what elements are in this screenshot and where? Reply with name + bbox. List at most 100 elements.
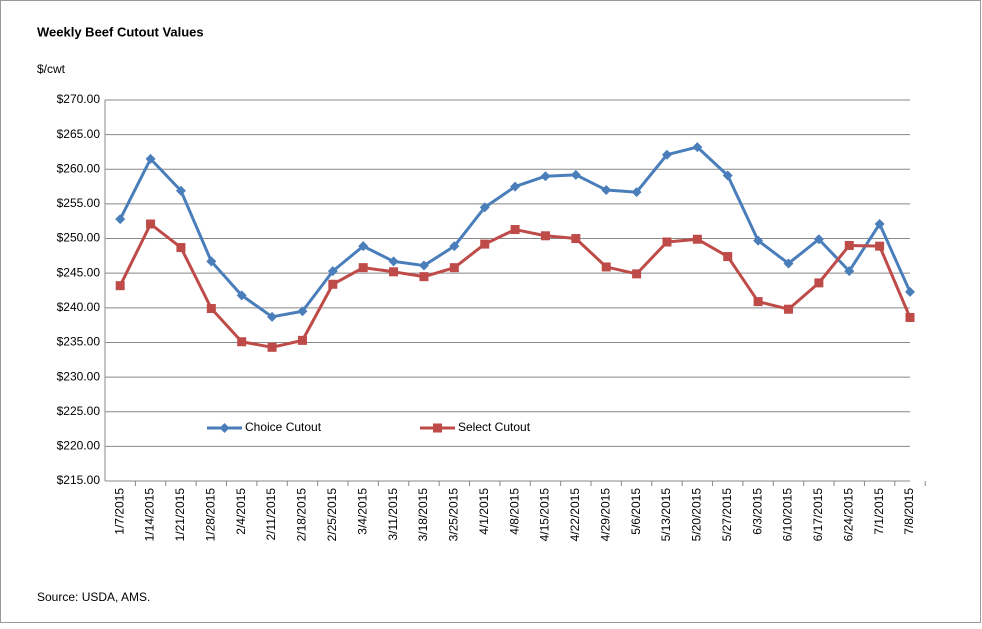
point-marker <box>297 306 308 317</box>
legend-marker <box>433 423 442 433</box>
point-marker <box>905 313 915 323</box>
y-tick-label: $215.00 <box>57 473 101 487</box>
y-tick-label: $225.00 <box>57 404 101 418</box>
point-marker <box>237 337 247 347</box>
legend-label: Select Cutout <box>458 420 531 434</box>
x-tick-label: 2/25/2015 <box>325 488 339 542</box>
x-tick-label: 2/18/2015 <box>295 488 309 542</box>
x-tick-label: 4/15/2015 <box>538 488 552 542</box>
point-marker <box>571 234 581 244</box>
point-marker <box>115 281 125 291</box>
point-marker <box>175 185 186 196</box>
y-tick-label: $270.00 <box>57 92 101 106</box>
y-tick-label: $250.00 <box>57 231 101 245</box>
point-marker <box>844 240 854 250</box>
point-marker <box>692 234 702 244</box>
x-tick-label: 5/13/2015 <box>659 488 673 542</box>
point-marker <box>358 263 368 273</box>
x-tick-label: 5/27/2015 <box>720 488 734 542</box>
x-tick-label: 5/6/2015 <box>629 488 643 535</box>
x-tick-label: 6/10/2015 <box>781 488 795 542</box>
chart-title: Weekly Beef Cutout Values <box>37 24 204 39</box>
y-tick-label: $260.00 <box>57 161 101 175</box>
point-marker <box>662 237 672 247</box>
x-tick-label: 3/11/2015 <box>386 488 400 541</box>
source-note: Source: USDA, AMS. <box>37 590 150 604</box>
point-marker <box>388 256 399 267</box>
point-marker <box>146 219 156 229</box>
x-tick-label: 4/29/2015 <box>598 488 612 542</box>
point-marker <box>632 269 642 279</box>
legend-label: Choice Cutout <box>245 420 322 434</box>
x-tick-label: 1/14/2015 <box>143 488 157 542</box>
point-marker <box>783 304 793 314</box>
point-marker <box>449 241 460 252</box>
x-tick-label: 7/1/2015 <box>872 488 886 535</box>
point-marker <box>783 258 794 269</box>
point-marker <box>905 286 915 297</box>
point-marker <box>570 169 581 180</box>
y-tick-label: $240.00 <box>57 300 101 314</box>
point-marker <box>723 252 733 262</box>
point-marker <box>389 267 399 277</box>
x-tick-label: 6/17/2015 <box>811 488 825 542</box>
x-tick-label: 2/4/2015 <box>234 488 248 535</box>
x-tick-label: 6/3/2015 <box>750 488 764 535</box>
point-marker <box>540 231 550 241</box>
y-tick-label: $245.00 <box>57 265 101 279</box>
point-marker <box>297 335 307 345</box>
y-tick-label: $235.00 <box>57 335 101 349</box>
x-tick-label: 1/7/2015 <box>112 488 126 535</box>
point-marker <box>601 185 612 196</box>
x-tick-label: 4/8/2015 <box>507 488 521 535</box>
legend-marker <box>219 423 230 433</box>
point-marker <box>874 218 885 229</box>
point-marker <box>540 171 551 182</box>
point-marker <box>419 272 429 282</box>
point-marker <box>510 225 520 235</box>
point-marker <box>844 266 855 277</box>
point-marker <box>449 263 459 273</box>
x-tick-label: 5/20/2015 <box>690 488 704 542</box>
point-marker <box>145 153 156 164</box>
point-marker <box>692 142 703 153</box>
x-tick-label: 1/28/2015 <box>203 488 217 542</box>
point-marker <box>753 297 763 307</box>
point-marker <box>327 266 338 277</box>
y-tick-label: $220.00 <box>57 439 101 453</box>
point-marker <box>236 290 247 301</box>
point-marker <box>480 239 490 249</box>
x-tick-label: 3/25/2015 <box>447 488 461 542</box>
point-marker <box>115 214 126 225</box>
point-marker <box>601 262 611 272</box>
x-tick-label: 6/24/2015 <box>841 488 855 542</box>
y-tick-label: $230.00 <box>57 369 101 383</box>
point-marker <box>753 235 764 246</box>
point-marker <box>267 342 277 352</box>
point-marker <box>176 243 186 253</box>
x-tick-label: 3/18/2015 <box>416 488 430 542</box>
point-marker <box>206 256 217 267</box>
point-marker <box>813 234 824 245</box>
point-marker <box>661 149 672 160</box>
point-marker <box>267 311 278 322</box>
point-marker <box>479 202 490 213</box>
x-tick-label: 1/21/2015 <box>173 488 187 542</box>
point-marker <box>418 260 429 271</box>
point-marker <box>631 187 642 198</box>
x-tick-label: 4/1/2015 <box>477 488 491 535</box>
y-axis-label: $/cwt <box>37 62 66 76</box>
point-marker <box>814 278 824 288</box>
x-tick-label: 2/11/2015 <box>264 488 278 541</box>
y-tick-label: $265.00 <box>57 127 101 141</box>
point-marker <box>722 170 733 181</box>
x-tick-label: 4/22/2015 <box>568 488 582 542</box>
point-marker <box>358 241 369 252</box>
point-marker <box>510 181 521 192</box>
x-tick-label: 3/4/2015 <box>355 488 369 535</box>
point-marker <box>875 241 885 251</box>
point-marker <box>206 304 216 314</box>
point-marker <box>328 279 338 289</box>
